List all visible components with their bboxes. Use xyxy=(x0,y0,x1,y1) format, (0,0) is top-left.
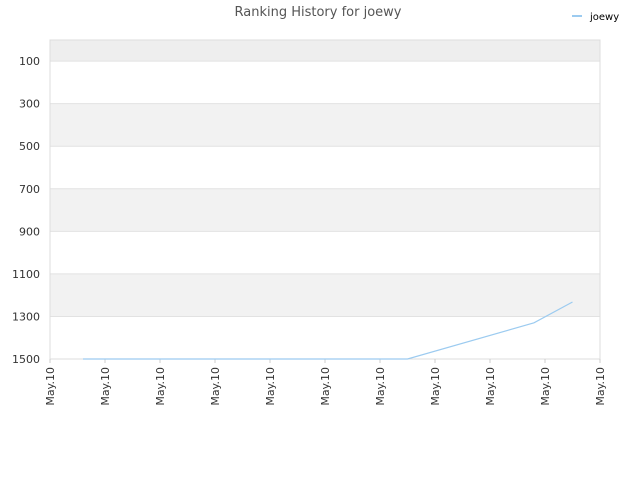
y-tick-label: 900 xyxy=(19,225,40,238)
y-tick-label: 1100 xyxy=(12,268,40,281)
x-tick-label: May.10 xyxy=(154,367,167,406)
y-tick-label: 1500 xyxy=(12,353,40,366)
x-tick-label: May.10 xyxy=(99,367,112,406)
plot-band xyxy=(50,40,600,62)
y-tick-label: 300 xyxy=(19,98,40,111)
y-tick-label: 1300 xyxy=(12,310,40,323)
plot-band xyxy=(50,103,600,147)
x-tick-label: May.10 xyxy=(44,367,57,406)
x-tick-label: May.10 xyxy=(484,367,497,406)
plot-band xyxy=(50,188,600,232)
y-tick-label: 500 xyxy=(19,140,40,153)
plot-band xyxy=(50,273,600,317)
x-tick-label: May.10 xyxy=(209,367,222,406)
legend-label: joewy xyxy=(589,12,619,23)
x-tick-label: May.10 xyxy=(429,367,442,406)
x-tick-label: May.10 xyxy=(374,367,387,406)
chart-title: Ranking History for joewy xyxy=(235,5,402,20)
x-tick-label: May.10 xyxy=(264,367,277,406)
x-tick-label: May.10 xyxy=(594,367,607,406)
x-tick-label: May.10 xyxy=(539,367,552,406)
x-tick-label: May.10 xyxy=(319,367,332,406)
y-tick-label: 100 xyxy=(19,55,40,68)
y-tick-label: 700 xyxy=(19,183,40,196)
data-line xyxy=(83,301,573,360)
